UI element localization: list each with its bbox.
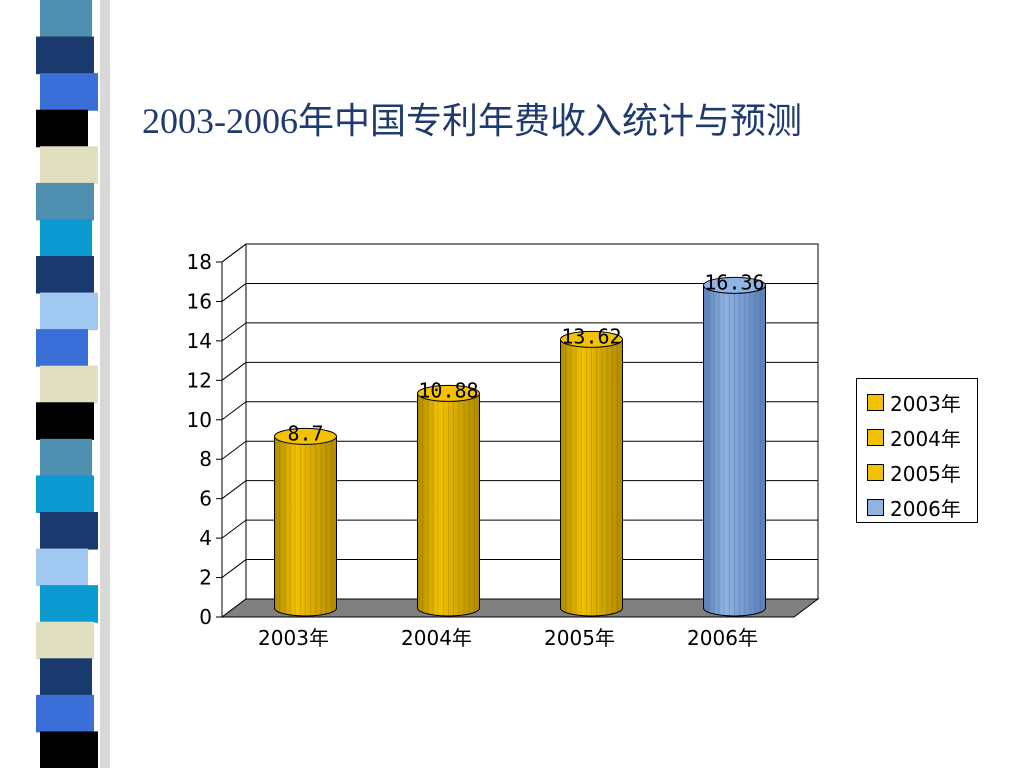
stripe-segment bbox=[36, 621, 94, 660]
stripe-segment bbox=[36, 402, 94, 440]
legend-swatch bbox=[867, 464, 884, 481]
side-wall-gridline bbox=[221, 283, 247, 302]
stripe-shadow bbox=[100, 0, 110, 768]
stripe-segment bbox=[40, 731, 98, 768]
stripe-segment bbox=[36, 329, 88, 367]
bar-top bbox=[274, 427, 337, 445]
legend-label: 2005年 bbox=[890, 462, 961, 486]
bar-body bbox=[703, 284, 766, 617]
side-wall-gridline bbox=[221, 480, 247, 500]
side-wall-gridline bbox=[221, 322, 247, 342]
legend-swatch bbox=[867, 429, 884, 446]
legend-label: 2006年 bbox=[890, 497, 961, 521]
stripe-segment bbox=[36, 109, 88, 148]
page-title: 2003-2006年中国专利年费收入统计与预测 bbox=[142, 101, 802, 141]
y-tick-label: 12 bbox=[187, 368, 212, 392]
legend-label: 2004年 bbox=[890, 427, 961, 451]
y-tick-label: 18 bbox=[187, 250, 212, 274]
decorative-stripe bbox=[36, 0, 110, 768]
y-tick-label: 16 bbox=[187, 289, 212, 313]
side-wall-gridline bbox=[221, 440, 247, 460]
stripe-segment bbox=[40, 365, 98, 404]
stripe-segment bbox=[36, 182, 94, 221]
stripe-segment bbox=[40, 146, 98, 184]
x-tick-label: 2004年 bbox=[401, 626, 472, 650]
x-tick-label: 2006年 bbox=[687, 626, 758, 650]
y-tick-label: 10 bbox=[187, 408, 212, 432]
side-wall-gridline bbox=[221, 559, 247, 578]
data-label: 8.7 bbox=[287, 421, 323, 445]
legend-swatch bbox=[867, 499, 884, 516]
chart-legend: 2003年 2004年 2005年 2006年 bbox=[856, 378, 978, 523]
bar-2003年 bbox=[274, 427, 337, 617]
y-tick-label: 8 bbox=[199, 447, 212, 471]
bar-top bbox=[560, 330, 623, 348]
stripe-segment bbox=[40, 292, 98, 331]
stripe-segment bbox=[36, 256, 94, 294]
y-tick-label: 6 bbox=[199, 487, 212, 511]
stripe-segment bbox=[36, 694, 94, 733]
y-tick-label: 0 bbox=[199, 605, 212, 629]
x-tick-label: 2005年 bbox=[544, 626, 615, 650]
y-tick-label: 2 bbox=[199, 566, 212, 590]
stripe-segment bbox=[40, 658, 92, 696]
legend-item: 2005年 bbox=[867, 455, 977, 490]
stripe-segment bbox=[40, 219, 92, 257]
bar-2004年 bbox=[417, 384, 480, 617]
side-wall-top bbox=[221, 243, 247, 263]
bar-top bbox=[417, 384, 480, 402]
stripe-segment bbox=[36, 36, 94, 75]
legend-item: 2004年 bbox=[867, 420, 977, 455]
data-label: 10.88 bbox=[418, 378, 478, 402]
side-wall-gridline bbox=[221, 361, 247, 381]
bar-body bbox=[560, 338, 623, 617]
stripe-segment bbox=[36, 475, 94, 513]
side-wall-gridline bbox=[221, 401, 247, 421]
legend-item: 2003年 bbox=[867, 385, 977, 420]
stripe-segment bbox=[40, 73, 98, 111]
bar-body bbox=[417, 392, 480, 617]
stripe-segment bbox=[36, 548, 88, 587]
data-label: 13.62 bbox=[561, 324, 621, 348]
bar-body bbox=[274, 435, 337, 617]
bar-2005年 bbox=[560, 330, 623, 617]
stripe-segment bbox=[40, 438, 92, 477]
data-label: 16.36 bbox=[704, 270, 764, 294]
stripe-segment bbox=[40, 512, 98, 550]
stripe-segment bbox=[40, 585, 98, 623]
y-tick-label: 14 bbox=[187, 329, 212, 353]
x-tick-label: 2003年 bbox=[258, 626, 329, 650]
bar-2006年 bbox=[703, 276, 766, 617]
side-wall-gridline bbox=[221, 519, 247, 539]
legend-swatch bbox=[867, 394, 884, 411]
bar-top bbox=[703, 276, 766, 294]
legend-label: 2003年 bbox=[890, 392, 961, 416]
legend-item: 2006年 bbox=[867, 490, 977, 525]
stripe-segment bbox=[40, 0, 92, 38]
y-tick-label: 4 bbox=[199, 526, 212, 550]
